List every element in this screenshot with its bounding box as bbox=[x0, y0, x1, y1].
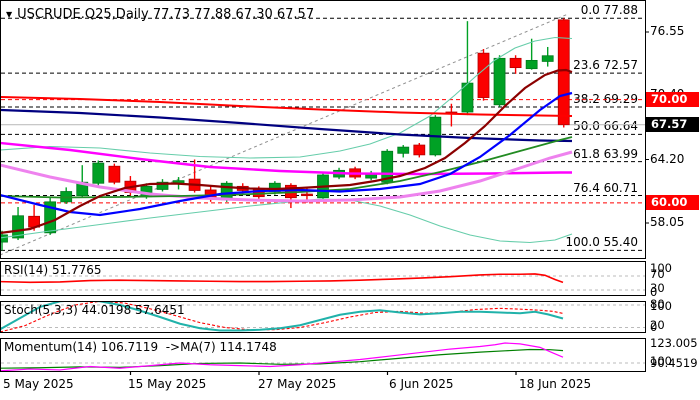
chart-title-bar: ▼ USCRUDE.Q25,Daily 77.73 77.88 67.30 67… bbox=[6, 7, 314, 22]
momentum-axis-label: 90.4519 bbox=[650, 356, 698, 370]
rsi-axis-label: 100 bbox=[650, 260, 672, 275]
candle-body bbox=[108, 165, 121, 183]
ma-red-slow bbox=[1, 96, 573, 117]
rsi-panel[interactable] bbox=[0, 261, 646, 296]
candle-body bbox=[541, 55, 554, 62]
momentum-panel[interactable] bbox=[0, 338, 646, 372]
fib-level-label: 100.0 55.40 bbox=[565, 235, 638, 250]
candle-body bbox=[525, 59, 538, 70]
stoch-signal-line bbox=[1, 302, 564, 332]
fib-level-label: 76.4 60.71 bbox=[573, 180, 638, 195]
stochastic-panel[interactable] bbox=[0, 301, 646, 333]
momentum-axis-label: 123.005 bbox=[650, 335, 698, 350]
price-axis-label: 64.20 bbox=[650, 151, 685, 166]
fib-level-label: 61.8 63.99 bbox=[573, 146, 638, 161]
candle-body bbox=[301, 193, 313, 197]
price-level-badge: 60.00 bbox=[646, 195, 699, 211]
ma-green bbox=[1, 136, 573, 199]
candle-body bbox=[12, 215, 24, 239]
ma-maroon bbox=[1, 68, 573, 234]
band-upper bbox=[1, 36, 573, 159]
momentum-axis-label: 100 bbox=[650, 354, 672, 368]
fib-level-label: 38.2 69.29 bbox=[573, 91, 638, 106]
stoch-layer bbox=[1, 302, 645, 332]
date-axis-label: 15 May 2025 bbox=[128, 377, 207, 391]
rsi-axis-label: 0 bbox=[650, 284, 658, 299]
date-axis-label: 6 Jun 2025 bbox=[389, 377, 454, 391]
momentum-indicator-label: Momentum(14) 106.7119 ->MA(7) 114.1748 bbox=[4, 340, 277, 354]
candle-body bbox=[509, 57, 522, 69]
candle-body bbox=[44, 201, 57, 234]
candle-body bbox=[477, 52, 490, 98]
stoch-main-line bbox=[1, 302, 564, 332]
ma-plum bbox=[1, 150, 573, 203]
rsi-layer bbox=[1, 273, 645, 291]
ma-blue bbox=[1, 91, 573, 217]
rsi-axis-label: 70 bbox=[650, 266, 665, 281]
ma-magenta bbox=[1, 141, 572, 176]
date-axis-label: 5 May 2025 bbox=[3, 377, 74, 391]
fib-level-label: 0.0 77.88 bbox=[580, 3, 638, 18]
price-level-badge: 70.00 bbox=[646, 92, 699, 108]
stoch-axis-label: 100 bbox=[650, 299, 672, 313]
symbol-dropdown-icon[interactable]: ▼ bbox=[6, 9, 13, 19]
stoch-axis-label: 0 bbox=[650, 320, 658, 334]
rsi-line bbox=[1, 273, 564, 284]
date-axis-label: 27 May 2025 bbox=[258, 377, 337, 391]
chart-title: USCRUDE.Q25,Daily 77.73 77.88 67.30 67.5… bbox=[17, 7, 315, 22]
band-lower bbox=[1, 198, 573, 244]
fib-level-label: 50.0 66.64 bbox=[573, 119, 638, 134]
candle-body bbox=[557, 19, 570, 126]
stoch-indicator-label: Stoch(5,3,3) 44.0198 57.6451 bbox=[4, 303, 185, 317]
candle-body bbox=[493, 57, 506, 106]
rsi-indicator-label: RSI(14) 51.7765 bbox=[4, 263, 102, 277]
ma-navy bbox=[1, 108, 573, 143]
price-axis-label: 76.55 bbox=[650, 24, 685, 38]
candle-body bbox=[156, 181, 169, 190]
fib-level-label: 23.6 72.57 bbox=[573, 58, 638, 73]
date-axis-label: 18 Jun 2025 bbox=[519, 377, 592, 391]
stoch-axis-label: 80 bbox=[650, 297, 665, 311]
price-axis-label: 58.05 bbox=[650, 215, 685, 229]
momentum-line bbox=[1, 342, 564, 371]
candle-body bbox=[92, 162, 105, 184]
current-price-badge: 67.57 bbox=[646, 117, 699, 133]
candle-body bbox=[397, 146, 410, 154]
candle-body bbox=[413, 144, 426, 156]
main-chart-layer bbox=[1, 13, 645, 256]
candle-body bbox=[1, 234, 8, 243]
rsi-axis-label: 30 bbox=[650, 280, 665, 295]
momentum-layer bbox=[1, 342, 645, 371]
stoch-axis-label: 20 bbox=[650, 318, 665, 332]
